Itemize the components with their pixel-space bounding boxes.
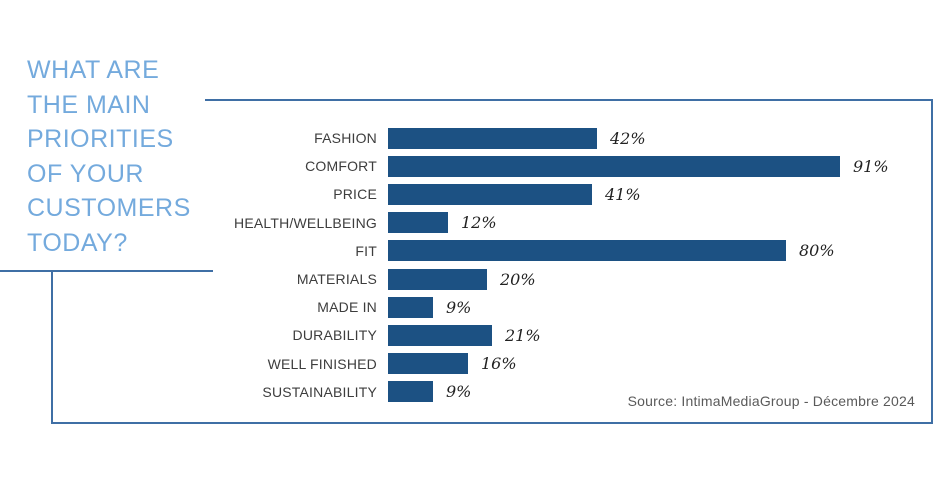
value-label: 21% xyxy=(505,325,541,345)
bar-row: FASHION 42% xyxy=(0,124,945,152)
category-label: SUSTAINABILITY xyxy=(262,383,377,400)
bar xyxy=(388,183,592,205)
bar xyxy=(388,155,840,177)
title-line: CUSTOMERS xyxy=(27,194,191,222)
bar xyxy=(388,296,433,318)
bar xyxy=(388,353,468,375)
bar xyxy=(388,268,487,290)
bar-row: COMFORT 91% xyxy=(0,152,945,180)
value-label: 80% xyxy=(799,241,835,261)
title-line: TODAY? xyxy=(27,228,128,257)
category-label: WELL FINISHED xyxy=(267,355,377,372)
source-note: Source: IntimaMediaGroup - Décembre 2024 xyxy=(627,393,915,409)
bar-row: FIT 80% xyxy=(0,237,945,265)
category-label: FIT xyxy=(355,242,377,259)
value-label: 9% xyxy=(446,297,472,317)
value-label: 9% xyxy=(446,382,472,402)
chart-question-title: WHAT ARE THE MAIN PRIORITIES OF YOUR CUSTOME… xyxy=(27,53,227,260)
title-line: OF YOUR xyxy=(27,159,144,188)
value-label: 16% xyxy=(481,354,517,374)
frame-spur-line xyxy=(0,270,213,272)
bar xyxy=(388,212,448,234)
category-label: MATERIALS xyxy=(296,271,377,288)
title-line: THE MAIN xyxy=(27,90,151,119)
bar-row: MATERIALS 20% xyxy=(0,265,945,293)
frame-right-line xyxy=(931,99,933,424)
bar-row: DURABILITY 21% xyxy=(0,321,945,349)
value-label: 41% xyxy=(605,184,641,204)
bar-row: PRICE 41% xyxy=(0,180,945,208)
title-line: PRIORITIES xyxy=(27,125,174,153)
category-label: FASHION xyxy=(314,130,377,147)
value-label: 91% xyxy=(853,156,889,176)
category-label: MADE IN xyxy=(317,299,377,316)
bar xyxy=(388,324,492,346)
bar-row: MADE IN 9% xyxy=(0,293,945,321)
bar-row: WELL FINISHED 16% xyxy=(0,350,945,378)
bar xyxy=(388,240,786,262)
frame-bottom-line xyxy=(51,422,933,424)
bar-row: HEALTH/WELLBEING 12% xyxy=(0,209,945,237)
value-label: 20% xyxy=(500,269,536,289)
frame-left-line xyxy=(51,270,53,424)
title-line: WHAT ARE xyxy=(27,56,160,84)
frame-top-line xyxy=(205,99,933,101)
bar xyxy=(388,381,433,403)
value-label: 12% xyxy=(461,213,497,233)
bar-row: SUSTAINABILITY 9% xyxy=(0,378,945,406)
category-label: COMFORT xyxy=(305,158,377,175)
category-label: DURABILITY xyxy=(292,327,377,344)
category-label: HEALTH/WELLBEING xyxy=(234,214,377,231)
category-label: PRICE xyxy=(333,186,377,203)
bar-rows: FASHION 42% COMFORT 91% PRICE 41% HEALTH/WELLB… xyxy=(0,124,945,406)
value-label: 42% xyxy=(610,128,646,148)
bar xyxy=(388,127,597,149)
